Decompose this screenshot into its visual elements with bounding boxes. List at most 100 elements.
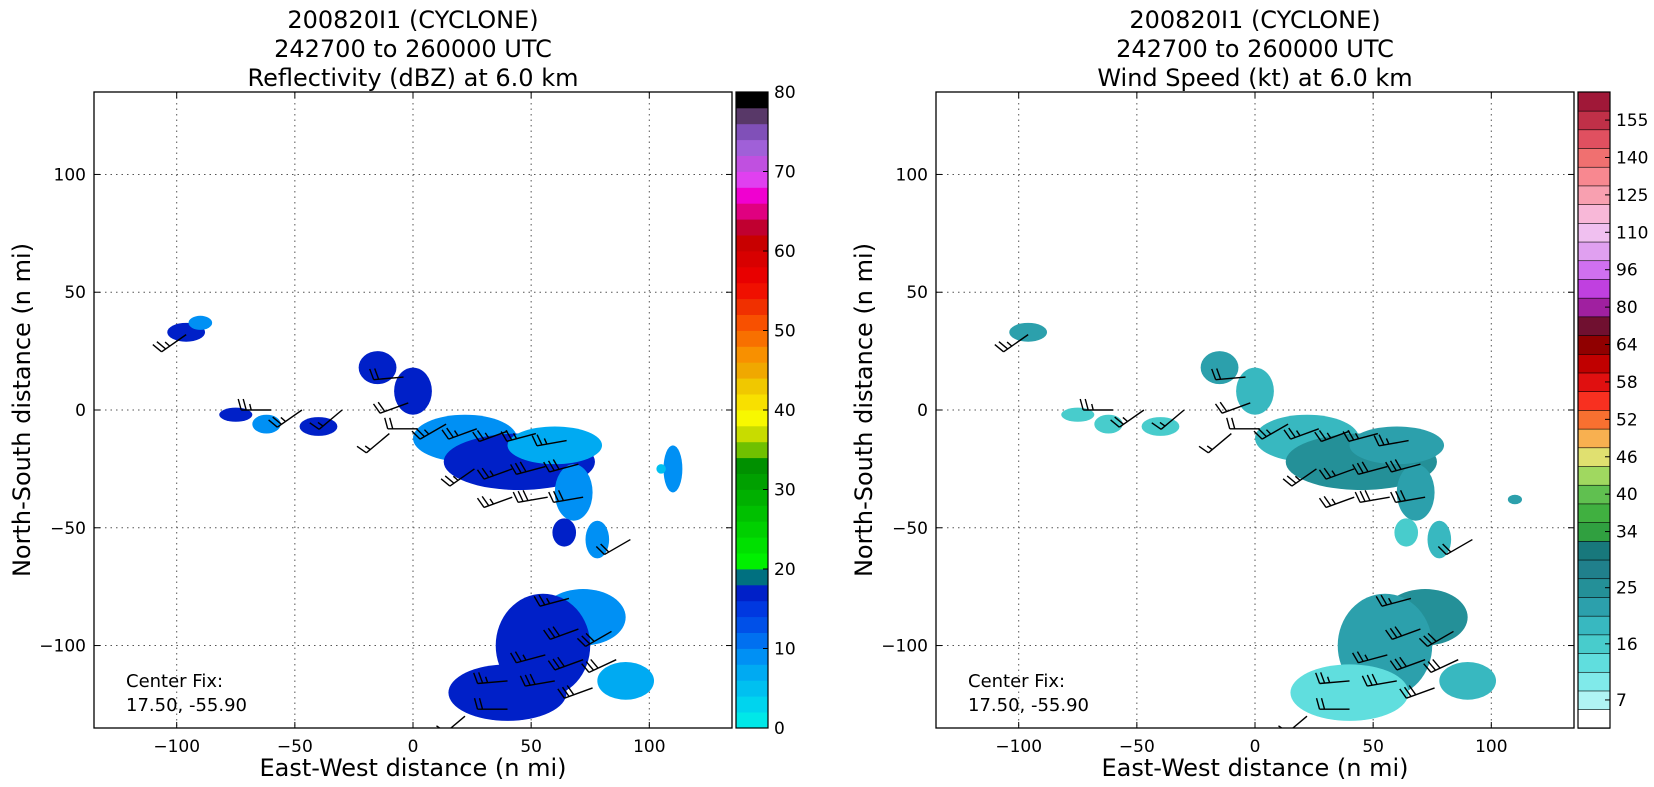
colorbar-tick-label: 7 [1616, 691, 1627, 711]
colorbar-swatch [736, 203, 768, 220]
x-tick-label: 0 [408, 737, 419, 757]
wind-barb [476, 467, 513, 480]
echo-cell [1349, 426, 1445, 465]
wind-barb [1385, 459, 1421, 473]
echo-cell [1094, 414, 1123, 434]
echo-cell [1236, 367, 1274, 415]
echo-cell [1290, 664, 1409, 721]
wind-barb [1283, 427, 1320, 440]
chart-panel-1: 200820I1 (CYCLONE)242700 to 260000 UTCRe… [8, 6, 796, 782]
colorbar-swatch [1577, 203, 1611, 224]
echo-cell [394, 367, 432, 415]
colorbar-swatch [736, 473, 768, 490]
wind-barb [548, 490, 584, 504]
echo-cell [1427, 520, 1452, 559]
colorbar-swatch [736, 346, 768, 363]
wind-barb [472, 430, 508, 443]
wind-barb [500, 429, 537, 442]
wind-barb [519, 673, 555, 687]
colorbar-swatch [736, 600, 768, 618]
y-tick-label: −100 [881, 637, 928, 657]
echo-cell [552, 518, 577, 547]
colorbar-swatch [1577, 428, 1611, 449]
colorbar-swatch [736, 107, 768, 125]
wind-barb [1214, 401, 1251, 414]
x-tick-label: 100 [633, 737, 665, 757]
colorbar-tick-label: 125 [1616, 186, 1648, 206]
colorbar-swatch [736, 394, 768, 411]
colorbar-swatch [1577, 241, 1611, 262]
colorbar-tick-label: 52 [1616, 410, 1638, 430]
colorbar-swatch [1577, 129, 1611, 149]
echo-cell [448, 664, 567, 721]
colorbar-swatch [736, 537, 768, 554]
colorbar-swatch [736, 489, 768, 506]
wind-barb [1318, 495, 1355, 509]
chart-title-line: 200820I1 (CYCLONE) [287, 6, 538, 34]
wind-barb [581, 658, 617, 674]
colorbar-tick-label: 50 [774, 322, 796, 342]
colorbar-swatch [736, 139, 768, 156]
wind-barb [1342, 429, 1379, 442]
colorbar-swatch [1577, 540, 1611, 561]
wind-barb [473, 672, 508, 685]
wind-barb [309, 409, 343, 430]
colorbar-swatch [736, 569, 768, 586]
wind-barb [1211, 368, 1246, 381]
wind-barb [1314, 430, 1350, 443]
wind-barb [1253, 423, 1289, 440]
colorbar-tick-label: 70 [774, 163, 796, 183]
center-fix-annotation: Center Fix: [126, 671, 223, 692]
colorbar-swatch [736, 712, 768, 729]
wind-barb [1389, 656, 1426, 671]
echo-cell [219, 407, 253, 422]
y-tick-label: −50 [50, 519, 86, 539]
colorbar-swatch [736, 266, 768, 284]
wind-barb [1437, 538, 1473, 556]
colorbar-tick-label: 58 [1616, 373, 1638, 393]
wind-barb [547, 656, 584, 671]
wind-barb [576, 630, 612, 648]
wind-barb [152, 334, 187, 353]
colorbar-swatch [1577, 503, 1611, 523]
chart-title-line: Wind Speed (kt) at 6.0 km [1097, 64, 1412, 92]
colorbar-swatch [736, 187, 768, 204]
colorbar-swatch [736, 664, 768, 681]
wind-barb [1226, 417, 1260, 430]
colorbar-swatch [736, 378, 768, 395]
echo-cell [597, 662, 655, 700]
colorbar-swatch [736, 219, 768, 236]
echo-cell [358, 351, 397, 385]
wind-barb [1418, 630, 1454, 648]
wind-barb [384, 417, 418, 430]
echo-field [1009, 322, 1523, 721]
colorbar-tick-label: 80 [774, 83, 796, 103]
wind-barb [1110, 409, 1145, 428]
colorbar-swatch [736, 282, 768, 300]
colorbar-swatch [736, 92, 768, 109]
wind-barb [440, 468, 475, 487]
echo-cell [188, 315, 213, 330]
center-fix-annotation: Center Fix: [968, 671, 1065, 692]
center-fix-annotation: 17.50, -55.90 [968, 695, 1089, 716]
colorbar-tick-label: 10 [774, 640, 796, 660]
wind-barb [1354, 490, 1390, 504]
echo-cell [656, 464, 666, 474]
wind-barb [1318, 467, 1355, 480]
colorbar-swatch [736, 425, 768, 443]
colorbar-swatch [1577, 166, 1611, 187]
echo-cell [585, 520, 610, 559]
wind-barb [372, 401, 409, 414]
y-tick-label: 50 [906, 283, 928, 303]
wind-barb [369, 368, 404, 381]
wind-barb [543, 626, 579, 640]
wind-barb [595, 538, 631, 556]
wind-barb [1282, 468, 1317, 487]
y-tick-label: 50 [64, 283, 86, 303]
y-tick-label: 0 [917, 401, 928, 421]
colorbar-swatch [736, 410, 768, 427]
x-tick-label: 100 [1475, 737, 1507, 757]
x-tick-label: −50 [1119, 737, 1155, 757]
colorbar-tick-label: 64 [1616, 336, 1638, 356]
wind-barb [237, 398, 272, 411]
